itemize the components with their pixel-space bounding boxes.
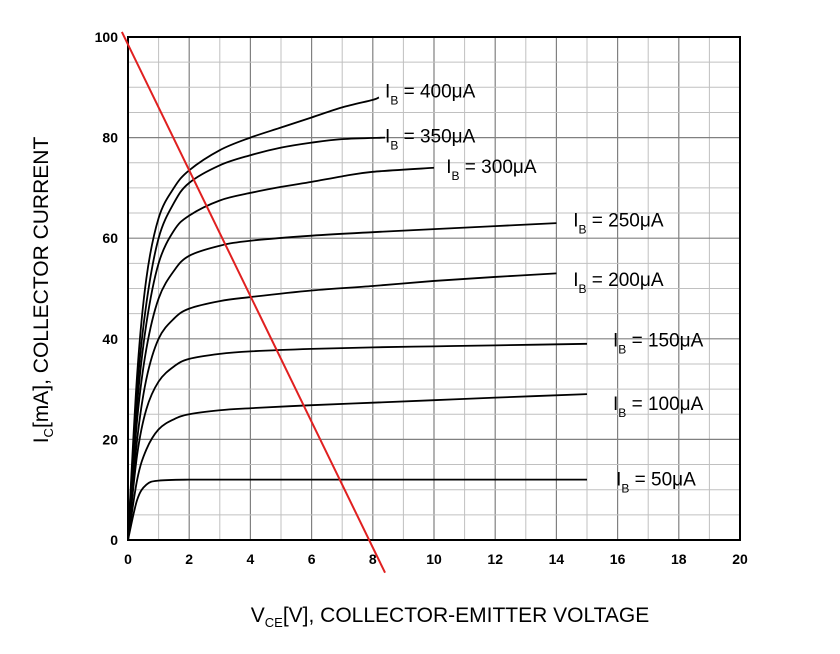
curve-label: IB = 400μA	[385, 81, 476, 107]
y-axis-title-main: I	[30, 437, 53, 443]
x-tick-label: 18	[671, 551, 687, 567]
curve-ib-6	[127, 166, 435, 541]
load-line	[120, 31, 386, 574]
x-tick-label: 8	[369, 551, 377, 567]
y-tick-label: 60	[102, 230, 118, 246]
x-tick-label: 20	[732, 551, 748, 567]
curve-ib-2	[127, 393, 588, 541]
y-axis-title-rest: [mA], COLLECTOR CURRENT	[30, 137, 53, 428]
x-tick-label: 12	[487, 551, 503, 567]
x-tick-label: 0	[124, 551, 132, 567]
y-tick-label: 20	[102, 431, 118, 447]
curves	[120, 31, 588, 574]
curve-label: IB = 50μA	[616, 470, 696, 496]
curve-label: IB = 100μA	[613, 394, 704, 420]
x-axis-title-main: V	[251, 604, 265, 627]
curve-ib-4	[127, 272, 557, 541]
x-tick-labels: 0 2 4 6 8 10 12 14 16 18 20	[124, 551, 748, 567]
curve-labels: IB = 50μA IB = 100μA IB = 150μA IB = 200μA I…	[385, 81, 704, 495]
curve-ib-5	[127, 222, 557, 541]
curve-label: IB = 200μA	[573, 270, 664, 296]
x-tick-label: 4	[247, 551, 255, 567]
curve-ib-3	[127, 342, 588, 541]
x-tick-label: 10	[426, 551, 442, 567]
x-tick-label: 2	[185, 551, 193, 567]
curve-ib-1	[127, 478, 587, 541]
y-tick-labels: 0 20 40 60 80 100	[95, 29, 119, 548]
x-tick-label: 6	[308, 551, 316, 567]
x-axis-title: VCE[V], COLLECTOR-EMITTER VOLTAGE	[251, 604, 649, 630]
x-tick-label: 16	[610, 551, 626, 567]
y-tick-label: 0	[110, 532, 118, 548]
y-axis-title: IC[mA], COLLECTOR CURRENT	[30, 137, 56, 444]
curve-label: IB = 150μA	[613, 330, 704, 356]
curve-ib-8	[127, 96, 380, 541]
curve-label: IB = 250μA	[573, 211, 664, 237]
y-tick-label: 100	[95, 29, 119, 45]
curve-label: IB = 300μA	[446, 157, 537, 183]
plot-frame	[127, 36, 741, 541]
curve-label: IB = 350μA	[385, 127, 476, 153]
x-axis-title-sub: CE	[265, 615, 283, 630]
x-axis-title-rest: [V], COLLECTOR-EMITTER VOLTAGE	[283, 604, 649, 627]
y-tick-label: 80	[102, 130, 118, 146]
y-tick-label: 40	[102, 331, 118, 347]
y-axis-title-sub: C	[41, 428, 56, 437]
curve-ib-7	[127, 136, 386, 541]
x-tick-label: 14	[549, 551, 565, 567]
grid	[128, 37, 740, 540]
